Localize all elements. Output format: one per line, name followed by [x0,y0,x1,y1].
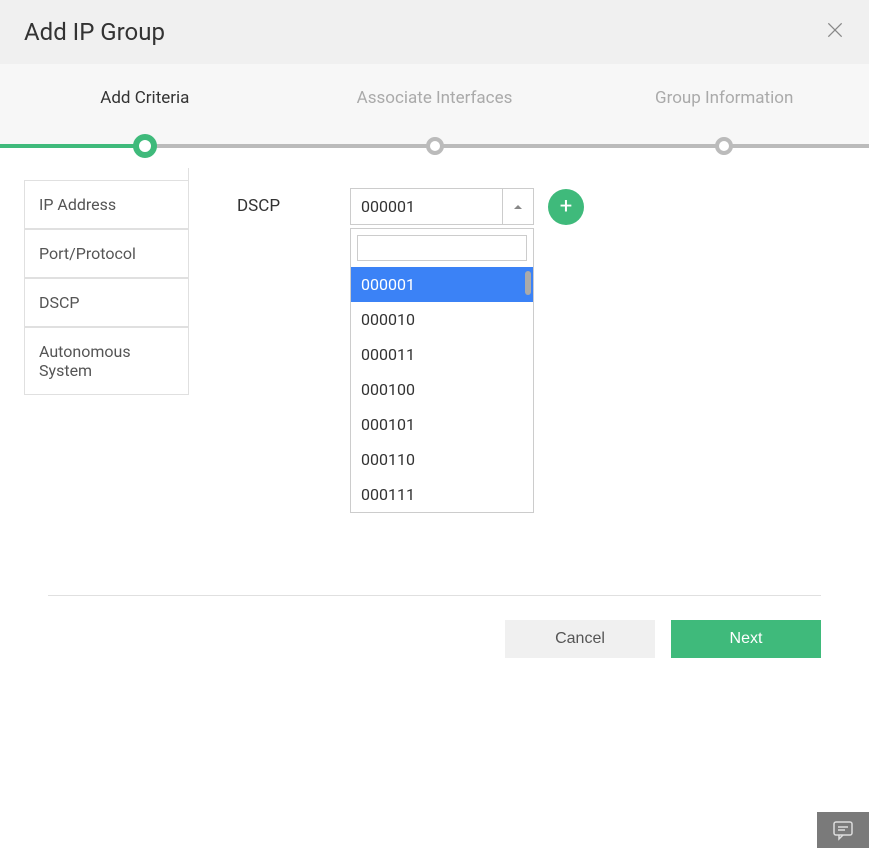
sidebar-item-dscp[interactable]: DSCP [24,278,188,327]
step-group-information[interactable]: Group Information [579,88,869,108]
close-icon[interactable] [825,20,845,44]
stepper: Add Criteria Associate Interfaces Group … [0,64,869,148]
sidebar-item-label: Port/Protocol [39,244,136,263]
dscp-option[interactable]: 000011 [351,337,533,372]
sidebar-item-label: IP Address [39,195,116,214]
step-associate-interfaces[interactable]: Associate Interfaces [290,88,580,108]
dscp-dropdown: 000001 000010 000011 000100 000101 00011… [350,228,534,513]
stepper-track [0,144,869,148]
dscp-select[interactable]: 000001 [350,188,534,225]
dialog-title: Add IP Group [24,18,165,46]
dscp-dropdown-list: 000001 000010 000011 000100 000101 00011… [351,267,533,512]
step-add-criteria[interactable]: Add Criteria [0,88,290,108]
dscp-option[interactable]: 000101 [351,407,533,442]
dialog-footer: Cancel Next [48,595,821,682]
chat-icon [831,818,855,842]
chat-fab[interactable] [817,812,869,848]
dscp-option[interactable]: 000010 [351,302,533,337]
content-area: IP Address Port/Protocol DSCP Autonomous… [0,148,869,395]
dscp-option[interactable]: 000111 [351,477,533,512]
stepper-labels: Add Criteria Associate Interfaces Group … [0,88,869,144]
next-button[interactable]: Next [671,620,821,658]
dscp-field-control: 000001 + 000001 000010 000011 00010 [350,188,584,225]
dscp-dropdown-search-wrap [351,229,533,267]
dscp-select-toggle[interactable] [502,188,534,225]
sidebar-item-ip-address[interactable]: IP Address [24,180,188,229]
scrollbar-thumb[interactable] [525,271,531,295]
stepper-node-1 [133,134,157,158]
dscp-option[interactable]: 000100 [351,372,533,407]
sidebar-item-autonomous-system[interactable]: Autonomous System [24,327,188,395]
dscp-select-value: 000001 [350,188,502,225]
form-main: DSCP 000001 + 000001 000 [189,168,845,395]
dscp-select-row: 000001 + [350,188,584,225]
chevron-up-icon [513,202,523,212]
sidebar-item-label: DSCP [39,293,80,312]
stepper-node-2 [426,137,444,155]
dialog-header: Add IP Group [0,0,869,64]
stepper-node-3 [715,137,733,155]
dscp-field-label: DSCP [237,188,280,216]
sidebar-item-port-protocol[interactable]: Port/Protocol [24,229,188,278]
dscp-option[interactable]: 000110 [351,442,533,477]
stepper-progress [0,144,145,148]
criteria-sidebar: IP Address Port/Protocol DSCP Autonomous… [24,168,189,395]
add-button[interactable]: + [548,189,584,225]
dscp-dropdown-search-input[interactable] [357,235,527,261]
cancel-button[interactable]: Cancel [505,620,655,658]
dscp-option[interactable]: 000001 [351,267,533,302]
sidebar-item-label: Autonomous System [39,342,131,380]
plus-icon: + [560,194,572,219]
